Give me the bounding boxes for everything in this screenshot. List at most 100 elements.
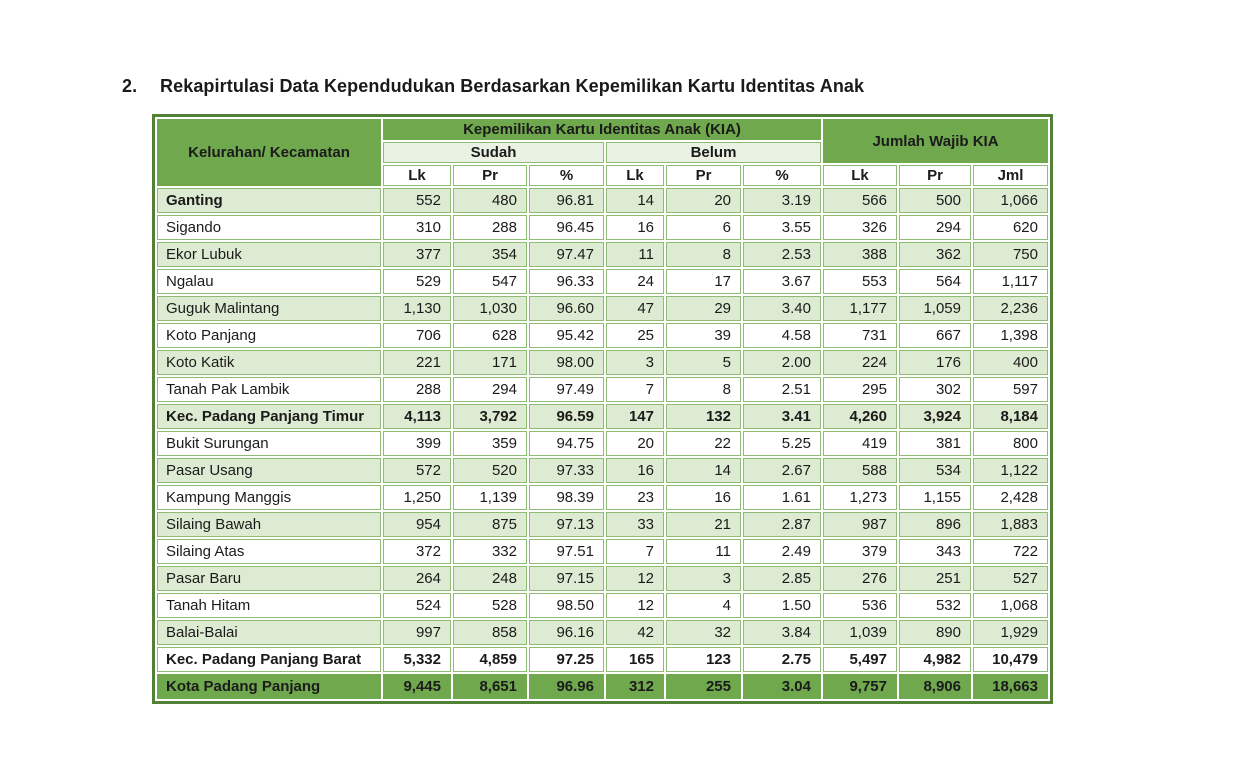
table-cell: 302 <box>899 377 971 402</box>
table-cell: 528 <box>453 593 527 618</box>
table-cell: 248 <box>453 566 527 591</box>
table-cell: 3.40 <box>743 296 821 321</box>
table-cell: 372 <box>383 539 451 564</box>
table-cell: 7 <box>606 539 664 564</box>
table-cell: 362 <box>899 242 971 267</box>
table-row: Silaing Atas 372 332 97.51 7 11 2.49 379 343 722 <box>157 539 1048 564</box>
table-cell: 1,177 <box>823 296 897 321</box>
table-cell: 264 <box>383 566 451 591</box>
table-cell: 2.85 <box>743 566 821 591</box>
row-label: Pasar Usang <box>157 458 381 483</box>
table-cell: 312 <box>606 674 664 699</box>
row-label: Kampung Manggis <box>157 485 381 510</box>
table-cell: 22 <box>666 431 741 456</box>
table-cell: 9,757 <box>823 674 897 699</box>
row-label: Guguk Malintang <box>157 296 381 321</box>
table-cell: 97.33 <box>529 458 604 483</box>
table-cell: 14 <box>606 188 664 213</box>
table-cell: 2.75 <box>743 647 821 672</box>
table-cell: 94.75 <box>529 431 604 456</box>
table-cell: 1,039 <box>823 620 897 645</box>
table-cell: 553 <box>823 269 897 294</box>
table-cell: 1,139 <box>453 485 527 510</box>
table-cell: 96.96 <box>529 674 604 699</box>
table-cell: 2.00 <box>743 350 821 375</box>
table-cell: 1,068 <box>973 593 1048 618</box>
table-cell: 16 <box>606 215 664 240</box>
table-cell: 2,428 <box>973 485 1048 510</box>
table-cell: 1,250 <box>383 485 451 510</box>
table-cell: 2.51 <box>743 377 821 402</box>
row-label: Sigando <box>157 215 381 240</box>
table-cell: 98.50 <box>529 593 604 618</box>
col-subheader-lk-0: Lk <box>383 165 451 186</box>
table-cell: 3.84 <box>743 620 821 645</box>
table-cell: 987 <box>823 512 897 537</box>
table-row: Ganting 552 480 96.81 14 20 3.19 566 500 1,066 <box>157 188 1048 213</box>
table-cell: 97.15 <box>529 566 604 591</box>
table-row: Koto Panjang 706 628 95.42 25 39 4.58 731 667 1,3… <box>157 323 1048 348</box>
table-cell: 4,260 <box>823 404 897 429</box>
table-cell: 24 <box>606 269 664 294</box>
table-cell: 388 <box>823 242 897 267</box>
table-cell: 1,122 <box>973 458 1048 483</box>
table-cell: 399 <box>383 431 451 456</box>
table-row: Kampung Manggis 1,250 1,139 98.39 23 16 1.61 1,… <box>157 485 1048 510</box>
table-cell: 17 <box>666 269 741 294</box>
table-cell: 566 <box>823 188 897 213</box>
table-cell: 1,155 <box>899 485 971 510</box>
table-cell: 2.49 <box>743 539 821 564</box>
table-cell: 890 <box>899 620 971 645</box>
row-label: Kec. Padang Panjang Timur <box>157 404 381 429</box>
table-cell: 706 <box>383 323 451 348</box>
table-cell: 875 <box>453 512 527 537</box>
table-cell: 1,117 <box>973 269 1048 294</box>
table-cell: 3.55 <box>743 215 821 240</box>
table-cell: 294 <box>899 215 971 240</box>
col-header-kelurahan-kecamatan: Kelurahan/ Kecamatan <box>157 119 381 186</box>
table-cell: 47 <box>606 296 664 321</box>
table-header: Kelurahan/ Kecamatan Kepemilikan Kartu I… <box>157 119 1048 186</box>
table-cell: 354 <box>453 242 527 267</box>
table-cell: 10,479 <box>973 647 1048 672</box>
table-row: Kec. Padang Panjang Timur 4,113 3,792 96.59… <box>157 404 1048 429</box>
col-subheader-pr-4: Pr <box>666 165 741 186</box>
col-subheader-pct-5: % <box>743 165 821 186</box>
table-cell: 1.50 <box>743 593 821 618</box>
table-cell: 3 <box>666 566 741 591</box>
table-cell: 381 <box>899 431 971 456</box>
table-cell: 294 <box>453 377 527 402</box>
col-subheader-pr-7: Pr <box>899 165 971 186</box>
header-row-sudah-belum: Sudah Belum <box>157 142 1048 163</box>
table-row: Bukit Surungan 399 359 94.75 20 22 5.25 419 381 8… <box>157 431 1048 456</box>
table-cell: 97.47 <box>529 242 604 267</box>
table-cell: 97.13 <box>529 512 604 537</box>
table-row: Kota Padang Panjang 9,445 8,651 96.96 312 255… <box>157 674 1048 699</box>
table-cell: 5.25 <box>743 431 821 456</box>
table-cell: 12 <box>606 593 664 618</box>
table-cell: 171 <box>453 350 527 375</box>
table-cell: 96.59 <box>529 404 604 429</box>
section-number: 2. <box>122 76 138 96</box>
col-header-kia-group: Kepemilikan Kartu Identitas Anak (KIA) <box>383 119 821 140</box>
table-cell: 20 <box>666 188 741 213</box>
table-cell: 954 <box>383 512 451 537</box>
row-label: Tanah Pak Lambik <box>157 377 381 402</box>
table-cell: 288 <box>453 215 527 240</box>
row-label: Kec. Padang Panjang Barat <box>157 647 381 672</box>
row-label: Ganting <box>157 188 381 213</box>
table-cell: 20 <box>606 431 664 456</box>
table-cell: 332 <box>453 539 527 564</box>
table-cell: 8 <box>666 377 741 402</box>
table-cell: 255 <box>666 674 741 699</box>
table-cell: 5 <box>666 350 741 375</box>
table-cell: 400 <box>973 350 1048 375</box>
table-cell: 552 <box>383 188 451 213</box>
table-cell: 21 <box>666 512 741 537</box>
table-cell: 597 <box>973 377 1048 402</box>
table-cell: 1,883 <box>973 512 1048 537</box>
table-cell: 1,059 <box>899 296 971 321</box>
table-cell: 750 <box>973 242 1048 267</box>
table-cell: 1,030 <box>453 296 527 321</box>
